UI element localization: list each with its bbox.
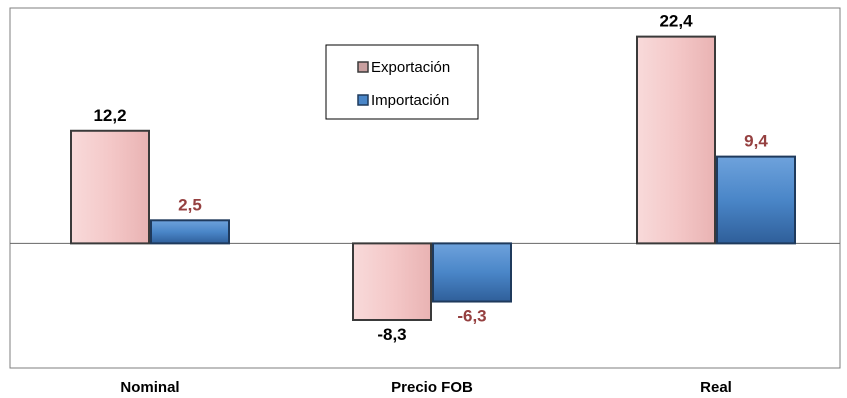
- legend: Exportación Importación: [325, 44, 479, 120]
- value-label-importacion-nominal: 2,5: [178, 195, 202, 214]
- bar-exportacion-precio-fob: [352, 242, 432, 321]
- bar-exportacion-real: [636, 35, 716, 245]
- legend-swatch-exportacion: [357, 61, 369, 73]
- legend-label-exportacion: Exportación: [371, 59, 450, 76]
- category-label-real: Real: [700, 379, 732, 396]
- value-label-exportacion-precio-fob: -8,3: [377, 325, 406, 344]
- category-labels-group: Nominal Precio FOB Real: [120, 379, 731, 396]
- legend-swatch-importacion: [357, 94, 369, 106]
- value-label-exportacion-real: 22,4: [659, 12, 693, 31]
- legend-label-importacion: Importación: [371, 92, 449, 109]
- bars-group: [70, 35, 796, 321]
- category-label-nominal: Nominal: [120, 379, 179, 396]
- bar-exportacion-nominal: [70, 129, 150, 245]
- bar-importacion-precio-fob: [432, 242, 512, 303]
- legend-box: [325, 44, 479, 120]
- value-labels-group: 12,2 2,5 -8,3 -6,3 22,4 9,4: [93, 12, 768, 344]
- value-label-importacion-real: 9,4: [744, 132, 768, 151]
- value-label-exportacion-nominal: 12,2: [93, 106, 126, 125]
- category-label-precio-fob: Precio FOB: [391, 379, 473, 396]
- bar-importacion-real: [716, 155, 796, 245]
- value-label-importacion-precio-fob: -6,3: [457, 307, 486, 326]
- bar-importacion-nominal: [150, 219, 230, 245]
